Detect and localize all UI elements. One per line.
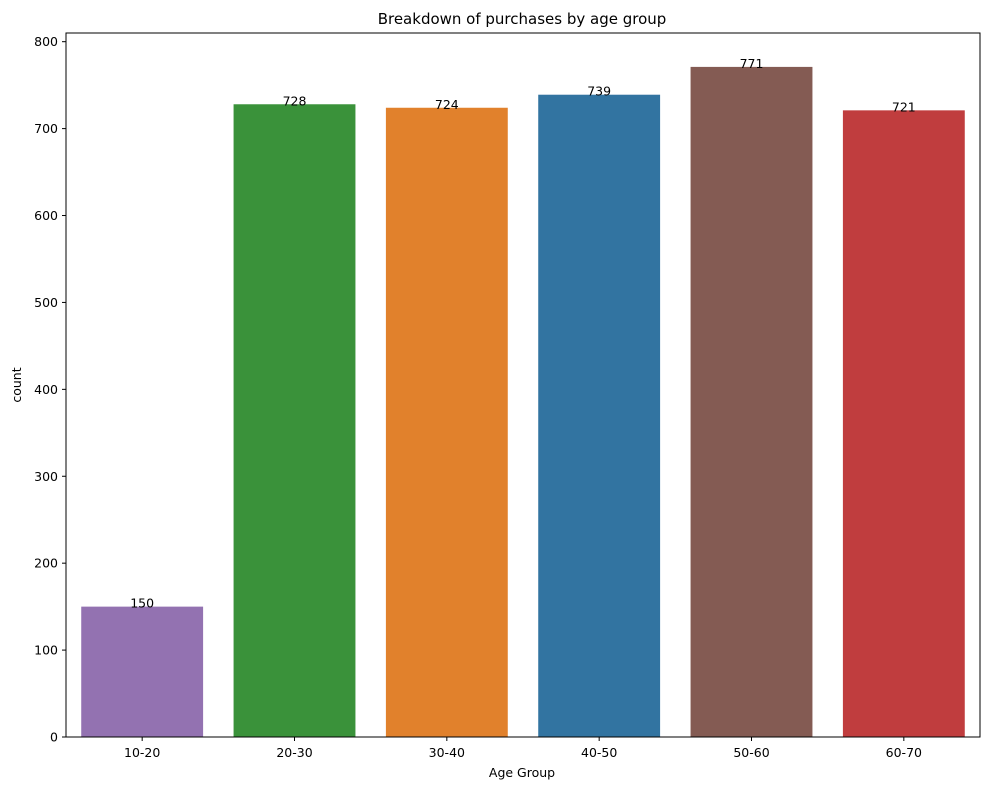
bar-50-60 [690,66,813,737]
data-label-60-70: 721 [892,99,916,114]
y-axis: 0 100 200 300 400 500 600 700 800 [34,34,66,745]
y-tick-label: 500 [34,295,58,310]
bar-60-70 [842,110,965,738]
y-tick-label: 800 [34,34,58,49]
data-label-20-30: 728 [283,93,307,108]
bar-10-20 [81,606,204,737]
y-tick-label: 300 [34,469,58,484]
bars-layer [81,66,965,738]
x-tick-label: 10-20 [124,745,160,760]
data-label-40-50: 739 [587,84,611,99]
bar-20-30 [233,104,356,737]
data-labels-layer: 150 728 724 739 771 721 [130,56,916,611]
x-tick-label: 60-70 [886,745,922,760]
y-tick-label: 700 [34,121,58,136]
data-label-10-20: 150 [130,596,154,611]
y-tick-label: 200 [34,556,58,571]
x-tick-label: 30-40 [429,745,465,760]
bar-30-40 [385,107,508,737]
bar-40-50 [538,94,661,737]
x-axis-title: Age Group [489,765,555,780]
chart-title: Breakdown of purchases by age group [378,10,667,28]
x-tick-label: 40-50 [581,745,617,760]
data-label-30-40: 724 [435,97,459,112]
plot-frame [65,32,981,738]
y-tick-label: 0 [50,730,58,745]
y-axis-title: count [9,367,24,402]
x-tick-label: 50-60 [733,745,769,760]
y-tick-label: 100 [34,643,58,658]
y-tick-label: 400 [34,382,58,397]
y-tick-label: 600 [34,208,58,223]
x-axis: 10-20 20-30 30-40 40-50 50-60 60-70 [124,737,922,760]
x-tick-label: 20-30 [276,745,312,760]
data-label-50-60: 771 [740,56,764,71]
